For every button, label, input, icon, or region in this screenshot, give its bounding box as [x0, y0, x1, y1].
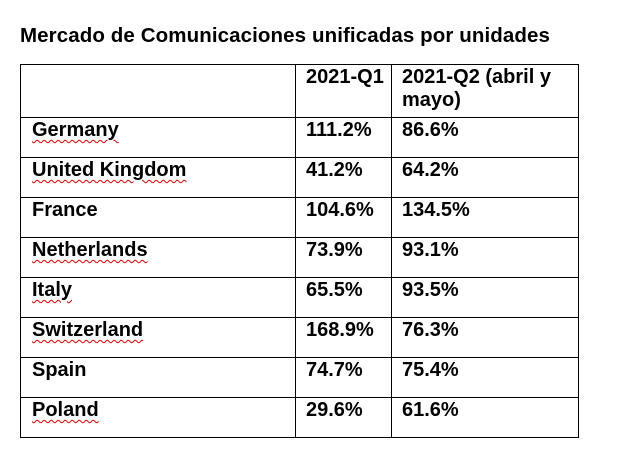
table-row: Switzerland 168.9% 76.3%	[20, 317, 579, 358]
table-row: Poland 29.6% 61.6%	[20, 397, 579, 438]
q1-value-cell: 74.7%	[295, 357, 392, 398]
q1-value-cell: 104.6%	[295, 197, 392, 238]
table-row: United Kingdom 41.2% 64.2%	[20, 157, 579, 198]
table-row: Netherlands 73.9% 93.1%	[20, 237, 579, 278]
table-header-row: 2021-Q1 2021-Q2 (abril y mayo)	[20, 64, 579, 118]
q1-value-cell: 73.9%	[295, 237, 392, 278]
table-row: Spain 74.7% 75.4%	[20, 357, 579, 398]
country-name[interactable]: Poland	[32, 399, 99, 421]
country-name[interactable]: United Kingdom	[32, 159, 187, 181]
country-cell: Germany	[20, 117, 296, 158]
country-cell: France	[20, 197, 296, 238]
country-cell: Switzerland	[20, 317, 296, 358]
country-cell: Poland	[20, 397, 296, 438]
country-cell: United Kingdom	[20, 157, 296, 198]
country-name: Spain	[32, 359, 87, 381]
table-row: Germany 111.2% 86.6%	[20, 117, 579, 158]
page-title: Mercado de Comunicaciones unificadas por…	[20, 24, 551, 47]
country-name[interactable]: Netherlands	[32, 239, 148, 261]
q1-value-cell: 168.9%	[295, 317, 392, 358]
header-2021-q1: 2021-Q1	[295, 64, 392, 118]
q2-value-cell: 64.2%	[391, 157, 579, 198]
header-country	[20, 64, 296, 118]
country-name: France	[32, 199, 98, 221]
q2-value-cell: 134.5%	[391, 197, 579, 238]
q2-value-cell: 76.3%	[391, 317, 579, 358]
table-row: Italy 65.5% 93.5%	[20, 277, 579, 318]
q2-value-cell: 93.1%	[391, 237, 579, 278]
market-table: 2021-Q1 2021-Q2 (abril y mayo) Germany 1…	[20, 64, 579, 438]
country-cell: Italy	[20, 277, 296, 318]
q2-value-cell: 93.5%	[391, 277, 579, 318]
country-cell: Spain	[20, 357, 296, 398]
q1-value-cell: 29.6%	[295, 397, 392, 438]
header-2021-q2: 2021-Q2 (abril y mayo)	[391, 64, 579, 118]
q1-value-cell: 65.5%	[295, 277, 392, 318]
country-name[interactable]: Germany	[32, 119, 119, 141]
q2-value-cell: 75.4%	[391, 357, 579, 398]
q1-value-cell: 41.2%	[295, 157, 392, 198]
q1-value-cell: 111.2%	[295, 117, 392, 158]
country-cell: Netherlands	[20, 237, 296, 278]
table-row: France 104.6% 134.5%	[20, 197, 579, 238]
q2-value-cell: 61.6%	[391, 397, 579, 438]
country-name[interactable]: Switzerland	[32, 319, 144, 341]
country-name[interactable]: Italy	[32, 279, 73, 301]
q2-value-cell: 86.6%	[391, 117, 579, 158]
